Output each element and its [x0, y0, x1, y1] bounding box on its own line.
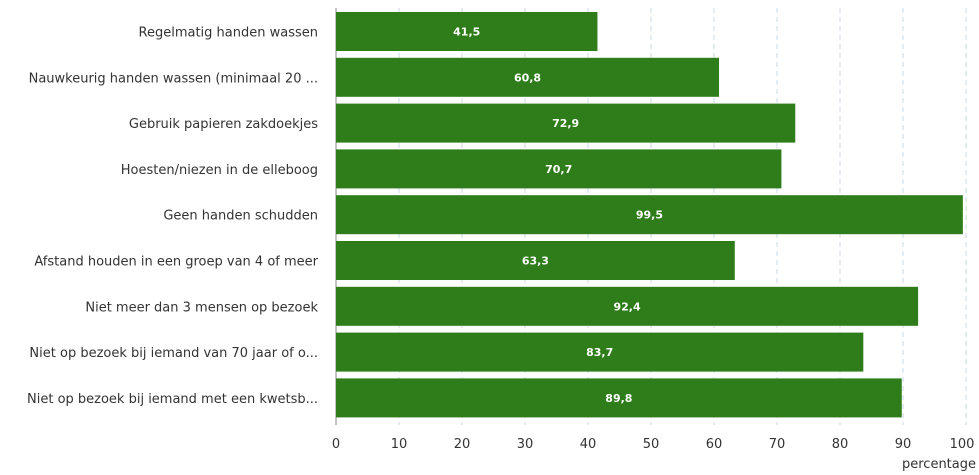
- x-axis-title: percentage: [902, 457, 976, 472]
- x-tick-label: 80: [832, 437, 849, 452]
- category-label: Hoesten/niezen in de elleboog: [121, 163, 318, 178]
- bar: [336, 241, 735, 280]
- x-tick-label: 100: [950, 437, 975, 452]
- bar: [336, 12, 598, 51]
- bar-value-label: 41,5: [453, 26, 480, 39]
- bar-value-label: 63,3: [522, 255, 549, 268]
- x-axis-ticks: 0 10 20 30 40 50 60 70 80 90 100: [332, 437, 975, 452]
- x-tick-label: 50: [643, 437, 660, 452]
- bar: [336, 57, 720, 97]
- bars: 41,5 60,8 72,9 70,7 99,5 63,3 92,4 83,7 89,8: [336, 12, 963, 418]
- bar: [336, 378, 902, 418]
- x-tick-label: 40: [580, 437, 597, 452]
- category-label: Gebruik papieren zakdoekjes: [129, 117, 318, 132]
- x-tick-label: 10: [391, 437, 408, 452]
- category-label: Niet op bezoek bij iemand van 70 jaar of…: [29, 346, 318, 361]
- bar-value-label: 92,4: [613, 300, 640, 313]
- category-label: Geen handen schudden: [163, 209, 318, 224]
- x-tick-label: 60: [706, 437, 723, 452]
- bar: [336, 286, 919, 326]
- x-tick-label: 70: [769, 437, 786, 452]
- bar: [336, 195, 963, 235]
- bar-value-label: 60,8: [514, 71, 541, 84]
- bar: [336, 149, 782, 189]
- category-label: Niet meer dan 3 mensen op bezoek: [85, 300, 318, 315]
- bar: [336, 103, 796, 143]
- bar-value-label: 83,7: [586, 346, 613, 359]
- bar-value-label: 99,5: [636, 209, 663, 222]
- category-label: Regelmatig handen wassen: [139, 26, 318, 41]
- x-tick-label: 20: [454, 437, 471, 452]
- bar-value-label: 70,7: [545, 163, 572, 176]
- bar-value-label: 89,8: [605, 392, 632, 405]
- x-tick-label: 0: [332, 437, 340, 452]
- category-label: Niet op bezoek bij iemand met een kwetsb…: [27, 392, 318, 407]
- x-tick-label: 90: [895, 437, 912, 452]
- x-tick-label: 30: [517, 437, 534, 452]
- category-label: Afstand houden in een groep van 4 of mee…: [34, 255, 318, 270]
- category-labels: Regelmatig handen wassen Nauwkeurig hande…: [27, 26, 319, 407]
- bar: [336, 332, 864, 372]
- category-label: Nauwkeurig handen wassen (minimaal 20 ..…: [29, 71, 318, 86]
- bar-value-label: 72,9: [552, 117, 579, 130]
